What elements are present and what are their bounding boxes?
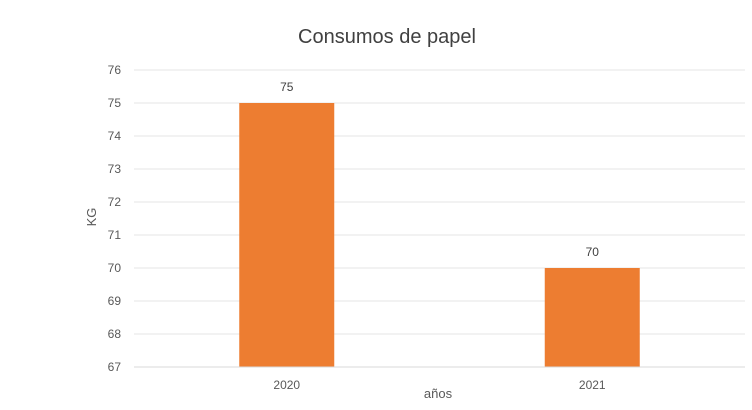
x-axis-title: años	[424, 386, 453, 401]
bar-2021	[544, 268, 640, 367]
y-axis-title: KG	[84, 208, 99, 227]
gridlines	[134, 69, 745, 335]
y-tick-label: 74	[108, 129, 122, 143]
data-labels: 75 70	[280, 80, 599, 259]
y-tick-label: 73	[108, 162, 122, 176]
x-tick-label-2021: 2021	[579, 378, 606, 392]
data-label-2020: 75	[280, 80, 294, 94]
x-tick-label-2020: 2020	[273, 378, 300, 392]
y-tick-label: 72	[108, 195, 122, 209]
y-tick-label: 71	[108, 228, 122, 242]
y-tick-label: 70	[108, 261, 122, 275]
y-tick-label: 76	[108, 63, 122, 77]
y-axis-ticks: 67 68 69 70 71 72 73 74 75 76	[108, 63, 122, 374]
chart-title: Consumos de papel	[298, 26, 476, 48]
y-tick-label: 75	[108, 96, 122, 110]
bars	[239, 103, 640, 367]
y-tick-label: 68	[108, 327, 122, 341]
data-label-2021: 70	[586, 245, 600, 259]
bar-2020	[239, 103, 335, 367]
y-tick-label: 67	[108, 360, 122, 374]
y-tick-label: 69	[108, 294, 122, 308]
x-axis-ticks: 2020 2021	[273, 378, 606, 392]
